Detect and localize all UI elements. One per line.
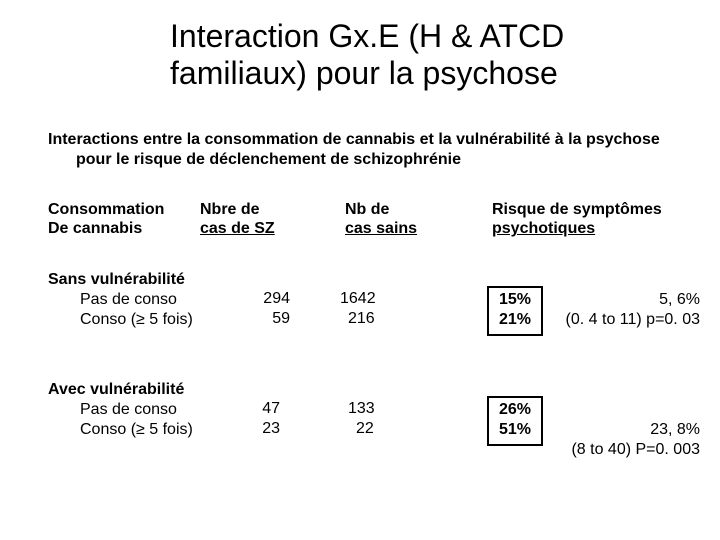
slide-title: Interaction Gx.E (H & ATCD familiaux) po… [170,18,564,92]
header-col3-l1: Nb de [345,201,389,218]
subtitle: Interactions entre la consommation de ca… [48,130,660,170]
group1-stat-l1: 5, 6% [659,291,700,308]
group2-stat-l2: (8 to 40) P=0. 003 [571,441,700,458]
group2-sains-1: 22 [356,420,374,438]
header-col2-l1: Nbre de [200,201,260,218]
group1-sz-0: 294 [240,290,290,308]
header-col2-l2: cas de SZ [200,220,275,237]
title-line2: familiaux) pour la psychose [170,55,558,91]
header-col4-l1: Risque de symptômes [492,201,662,218]
group2-row2-label: Conso (≥ 5 fois) [80,420,193,440]
title-line1: Interaction Gx.E (H & ATCD [170,18,564,54]
group1-stat: 5, 6% (0. 4 to 11) p=0. 03 [566,290,700,330]
header-col1-l1: Consommation [48,201,164,218]
group1-sains-1: 216 [348,310,375,328]
group2-pct-box: 26% 51% [487,396,543,446]
header-col1-l2: De cannabis [48,220,142,237]
group2-stat: 23, 8% (8 to 40) P=0. 003 [571,420,700,460]
group1-sz-1: 59 [240,310,290,328]
group1-label: Sans vulnérabilité [48,270,185,290]
header-col4: Risque de symptômes psychotiques [492,200,662,238]
group1-pct-1: 21% [499,311,531,328]
group1-stat-l2: (0. 4 to 11) p=0. 03 [566,311,700,328]
group2-row1-label: Pas de conso [80,400,177,420]
group2-pct-0: 26% [499,401,531,418]
group1-row1-label: Pas de conso [80,290,177,310]
header-col3-l2: cas sains [345,220,417,237]
header-col4-l2: psychotiques [492,220,595,237]
group1-sains-0: 1642 [340,290,376,308]
group2-sz-1: 23 [240,420,280,438]
header-col3: Nb de cas sains [345,200,417,238]
group2-label: Avec vulnérabilité [48,380,184,400]
group2-stat-l1: 23, 8% [650,421,700,438]
group1-row2-label: Conso (≥ 5 fois) [80,310,193,330]
group1-pct-box: 15% 21% [487,286,543,336]
header-col1: Consommation De cannabis [48,200,164,238]
subtitle-line2: pour le risque de déclenchement de schiz… [48,150,660,170]
group2-sains-0: 133 [348,400,375,418]
group1-pct-0: 15% [499,291,531,308]
group2-pct-1: 51% [499,421,531,438]
header-col2: Nbre de cas de SZ [200,200,275,238]
group2-sz-0: 47 [240,400,280,418]
subtitle-line1: Interactions entre la consommation de ca… [48,131,660,148]
